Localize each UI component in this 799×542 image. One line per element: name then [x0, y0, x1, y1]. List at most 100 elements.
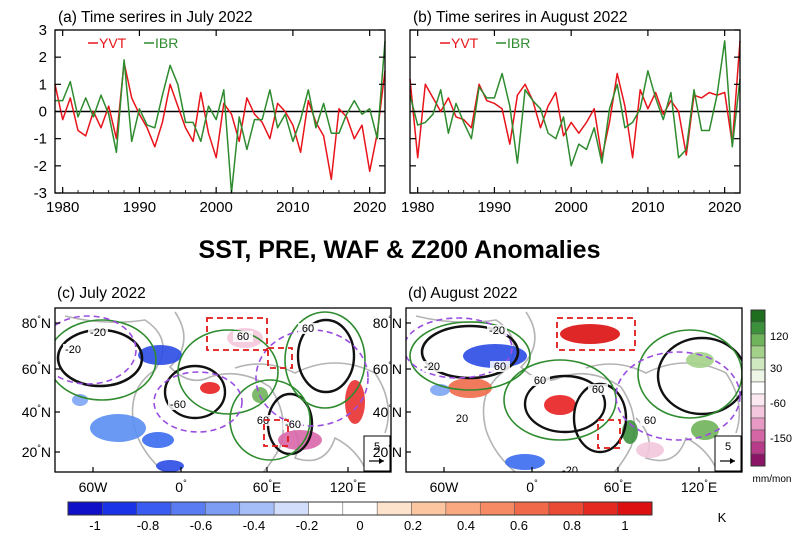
contour-label: 60: [592, 384, 604, 396]
waf-contour: [284, 311, 366, 409]
colorbar-swatch: [750, 369, 766, 383]
contour-label: 60: [257, 415, 269, 427]
contour-label: 60: [494, 361, 506, 373]
contour-label: -60: [170, 399, 186, 411]
waf-contour: [637, 329, 742, 419]
z200-contour: [523, 374, 607, 434]
vector-scale-label: 5: [374, 441, 380, 453]
colorbar-tick-label: 0.2: [404, 518, 422, 533]
colorbar-swatch: [67, 501, 103, 516]
lon-tick-label: 0°: [526, 478, 538, 495]
colorbar-swatch: [750, 405, 766, 419]
region-box: [597, 419, 621, 449]
colorbar-tick-label: -0.6: [190, 518, 212, 533]
contour-label: 60: [534, 375, 546, 387]
contour-label: 60: [302, 323, 314, 335]
lon-tick-label: 60°E: [253, 478, 282, 495]
x-tick-label: 1980: [46, 199, 79, 216]
colorbar-swatch: [308, 501, 344, 516]
y-tick-label: 2: [39, 49, 47, 66]
lon-tick-label: 120°E: [330, 478, 366, 495]
map-frame: [54, 307, 392, 473]
map-panel-c: -20 -20 60 60 -60 -60 60 5 (c) July 2022 20°N 40°N…: [22, 285, 392, 495]
contour-label-bg: [88, 327, 108, 338]
map-content: -20 -20 60 60 -60 -60 60: [55, 311, 390, 472]
coastline: [519, 311, 636, 472]
legend-label-yvt: YVT: [451, 35, 479, 51]
waf-contour: [229, 379, 311, 461]
lat-tick-label: 80°N: [373, 314, 402, 331]
anomaly-patch: [142, 432, 174, 448]
colorbar-swatch: [750, 309, 766, 323]
contour-label-bg: [233, 331, 253, 342]
colorbar-tick-label: 120: [770, 331, 788, 343]
timeseries-panel-b: (b) Time serires in August 2022 1980 1990 2…: [401, 9, 741, 216]
legend: YVT IBR: [88, 35, 178, 51]
colorbar-swatch: [548, 501, 584, 516]
lat-tick-label: 20°N: [373, 443, 402, 460]
anomaly-patch: [156, 460, 184, 472]
anomaly-patch: [560, 324, 620, 344]
anomaly-patch: [72, 394, 88, 406]
contour-label-bg: [588, 384, 608, 395]
colorbar-frame: [750, 309, 766, 467]
x-tick-label: 2020: [708, 199, 741, 216]
legend-label-yvt: YVT: [99, 35, 127, 51]
colorbar-swatch: [583, 501, 618, 516]
series-line-yvt: [54, 61, 386, 181]
colorbar-tick-label: -0.2: [296, 518, 318, 533]
map-content: -20 -20 20 60 60 60 60 -20: [406, 311, 742, 477]
vector-scale-label: 5: [725, 441, 731, 453]
contour-label: -60: [285, 419, 301, 431]
x-tick-label: 2000: [199, 199, 232, 216]
anomaly-patch: [448, 378, 492, 398]
anomaly-patch: [200, 382, 220, 394]
region-box: [556, 317, 636, 351]
colorbar-swatch: [239, 501, 275, 516]
negative-contour: [615, 351, 741, 441]
colorbar-swatch: [750, 381, 766, 395]
waf-contour: [177, 329, 279, 415]
anomaly-patch: [686, 352, 714, 368]
colorbar-swatch: [376, 501, 412, 516]
colorbar-tick-label: 0.4: [457, 518, 475, 533]
vector-reference-box: [363, 435, 391, 472]
contour-label-bg: [422, 361, 442, 372]
colorbar-unit: K: [718, 510, 727, 525]
contour-label: -20: [65, 344, 81, 356]
lat-tick-label: 40°N: [373, 403, 402, 420]
contour-label: -20: [562, 465, 578, 477]
y-tick-label: 1: [39, 76, 47, 93]
region-box: [206, 317, 268, 351]
colorbar-tick-label: 1: [621, 518, 628, 533]
precip-colorbar: 120 30 -60 -150 mm/mon: [750, 309, 792, 485]
contour-label: 60: [644, 415, 656, 427]
series-line-ibr: [409, 40, 741, 167]
y-tick-label: -2: [34, 158, 47, 175]
colorbar-tick-label: 0.8: [563, 518, 581, 533]
vector-reference-box: [714, 435, 742, 472]
contour-label-bg: [560, 465, 580, 472]
colorbar-swatch: [411, 501, 447, 516]
panel-title: (b) Time serires in August 2022: [413, 9, 628, 26]
lon-tick-label: 60W: [430, 479, 460, 495]
series-line-yvt: [409, 40, 741, 159]
colorbar-tick-label: 0: [356, 518, 363, 533]
lat-tick-label: 80°N: [22, 314, 51, 331]
legend-label-ibr: IBR: [155, 35, 178, 51]
negative-contour: [153, 371, 243, 433]
contour-label-bg: [490, 361, 510, 372]
sst-colorbar: -1 -0.8 -0.6 -0.4 -0.2 0 0.2 0.4 0.6 0.8 1 K: [67, 501, 727, 533]
anomaly-patch: [544, 395, 576, 415]
x-tick-label: 2010: [276, 199, 309, 216]
anomaly-patch: [691, 420, 719, 440]
z200-contour: [656, 336, 742, 416]
contour-label: -20: [489, 325, 505, 337]
contour-label-bg: [452, 413, 472, 424]
region-box: [263, 419, 289, 447]
anomaly-patch: [463, 344, 527, 368]
colorbar-tick-label: 0.6: [510, 518, 528, 533]
lat-tick-label: 40°N: [22, 403, 51, 420]
map-panel-d: -20 -20 20 60 60 60 60 -20 5 (d) August 2022 20°N 4…: [373, 285, 743, 495]
